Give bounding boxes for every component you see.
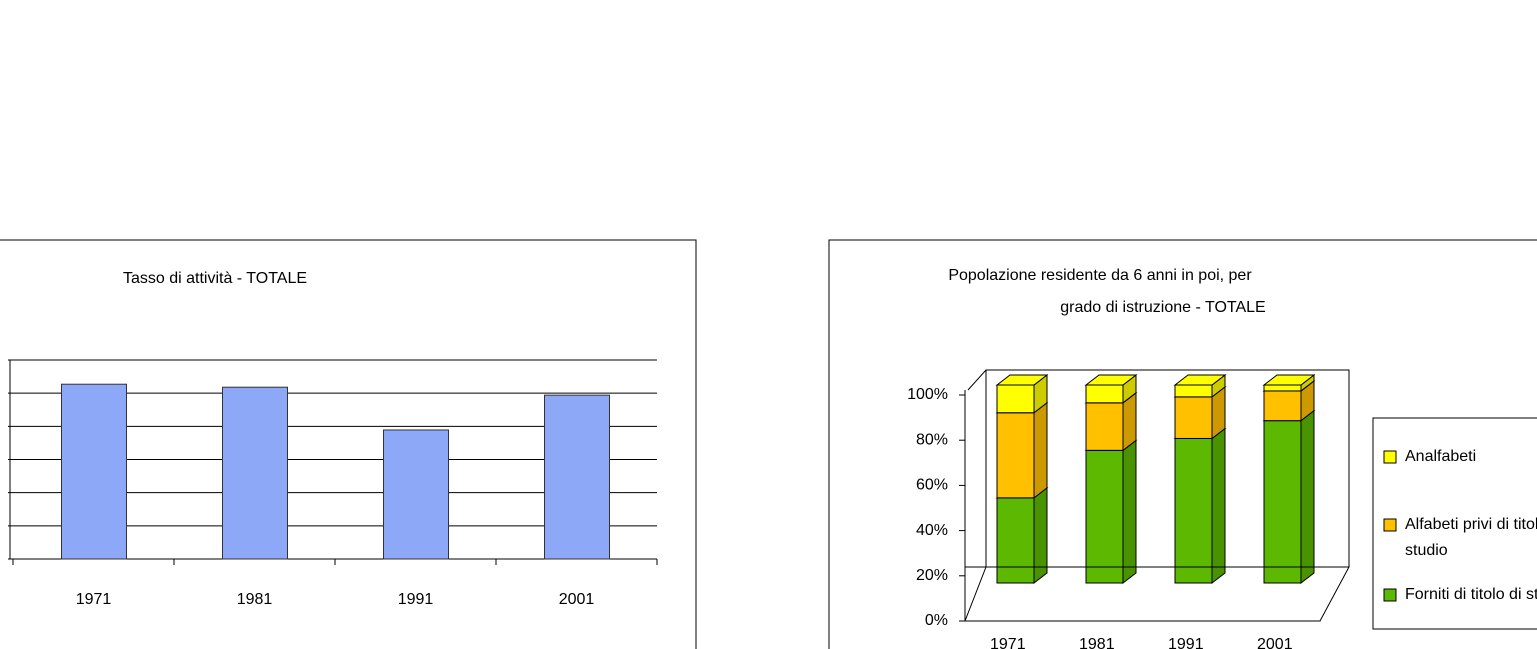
x-tick-label: 1991 [398, 591, 434, 608]
x-tick-label: 2001 [1257, 636, 1293, 649]
y-tick-label: 40% [916, 522, 948, 539]
legend-swatch [1383, 450, 1397, 464]
bar-segment [1174, 437, 1213, 584]
bar-side [1211, 427, 1226, 585]
legend-label: Analfabeti [1405, 448, 1477, 465]
back-wall [967, 369, 1350, 567]
bar-segment [1174, 384, 1213, 398]
legend-label: Forniti di titolo di studio [1405, 586, 1537, 603]
x-tick-label: 1971 [990, 636, 1026, 649]
bar-top [995, 374, 1049, 386]
bar-segment [996, 497, 1035, 584]
bar-top [1084, 374, 1138, 386]
bar-segment [1085, 402, 1124, 451]
bar-segment [996, 412, 1035, 499]
x-tick-label: 1981 [1079, 636, 1115, 649]
bar [61, 383, 127, 560]
bar [544, 394, 610, 560]
bar-side [1033, 401, 1048, 499]
bar-segment [1085, 384, 1124, 404]
y-tick-label: 80% [916, 431, 948, 448]
legend-label: Alfabeti privi di titolo di studio [1405, 516, 1537, 559]
legend-swatch [1383, 518, 1397, 532]
bar-segment [1263, 420, 1302, 584]
bar-segment [1085, 449, 1124, 584]
bar-top [1262, 374, 1316, 386]
bar-segment [1174, 396, 1213, 439]
y-tick-label: 0% [925, 612, 948, 629]
x-tick-label: 1971 [76, 591, 112, 608]
y-tick-label: 100% [907, 386, 948, 403]
bar-side [1033, 486, 1048, 585]
bar-top [1173, 374, 1227, 386]
bar-side [1300, 409, 1315, 585]
x-tick-label: 2001 [559, 591, 595, 608]
floor [964, 566, 1350, 622]
legend-swatch [1383, 588, 1397, 602]
bar-side [1122, 439, 1137, 585]
bar [383, 429, 449, 560]
x-tick-label: 1981 [237, 591, 273, 608]
legend-box [1372, 417, 1537, 630]
chart-title: grado di istruzione - TOTALE [1060, 299, 1265, 316]
y-tick-label: 60% [916, 477, 948, 494]
bar [222, 386, 288, 560]
chart-title: Popolazione residente da 6 anni in poi, … [948, 267, 1252, 284]
y-tick-label: 20% [916, 567, 948, 584]
chart-title: Tasso di attività - TOTALE [123, 270, 307, 287]
bar-segment [996, 384, 1035, 414]
bar-segment [1263, 390, 1302, 422]
bar-segment [1263, 384, 1302, 392]
x-tick-label: 1991 [1168, 636, 1204, 649]
